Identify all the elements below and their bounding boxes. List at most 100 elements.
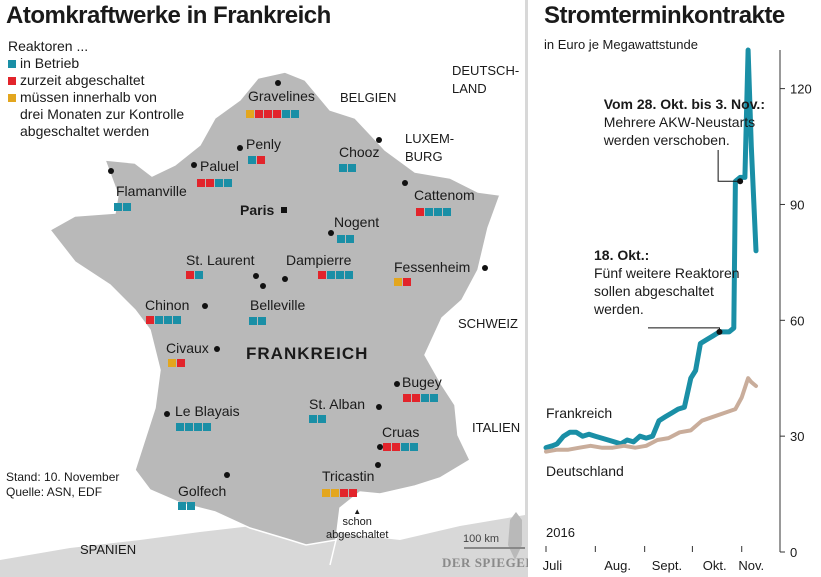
reactor-square	[255, 110, 263, 118]
reactor-square	[203, 423, 211, 431]
legend-label-to-shut-down-2: drei Monaten zur Kontrolle	[20, 106, 185, 122]
reactor-square	[248, 156, 256, 164]
reactor-squares-golfech	[178, 502, 196, 510]
legend-swatch-shut-down	[8, 77, 16, 85]
year-label: 2016	[546, 525, 575, 540]
legend-swatch-to-shut-down	[8, 94, 16, 102]
reactor-square	[155, 316, 163, 324]
legend-label-to-shut-down-3: abgeschaltet werden	[20, 123, 150, 139]
plant-marker-nogent	[328, 230, 334, 236]
tricastin-note-2: abgeschaltet	[326, 529, 389, 541]
y-tick-label: 0	[790, 545, 797, 560]
plant-label-le-blayais: Le Blayais	[175, 403, 240, 419]
plant-marker-cruas	[377, 444, 383, 450]
legend-item-to-shut-down: müssen innerhalb von drei Monaten zur Ko…	[8, 89, 184, 140]
legend-item-shut-down: zurzeit abgeschaltet	[8, 72, 184, 89]
city-label-paris: Paris	[240, 202, 275, 218]
map-title: Atomkraftwerke in Frankreich	[6, 2, 331, 29]
plant-label-fessenheim: Fessenheim	[394, 259, 471, 275]
plant-label-belleville: Belleville	[250, 297, 306, 313]
series-line-deutschland	[544, 376, 758, 454]
x-tick-label: Juli	[543, 558, 563, 573]
footnote-date: Stand: 10. November	[6, 470, 120, 484]
reactor-square	[249, 317, 257, 325]
reactor-square	[348, 164, 356, 172]
plant-label-golfech: Golfech	[178, 483, 227, 499]
plant-marker-cattenom	[402, 180, 408, 186]
neighbor-borders	[329, 69, 526, 566]
reactor-square	[114, 203, 122, 211]
reactor-square	[394, 278, 402, 286]
reactor-square	[206, 179, 214, 187]
reactor-square	[215, 179, 223, 187]
reactor-square	[187, 502, 195, 510]
annotation-nov-bold: Vom 28. Okt. bis 3. Nov.:	[603, 96, 765, 112]
country-label-deutschland-1: DEUTSCH-	[452, 63, 520, 78]
plant-label-bugey: Bugey	[402, 374, 442, 390]
plant-label-penly: Penly	[246, 136, 282, 152]
reactor-squares-chinon	[146, 316, 182, 324]
reactor-squares-le-blayais	[176, 423, 212, 431]
reactor-square	[176, 423, 184, 431]
plant-label-chinon: Chinon	[145, 297, 190, 313]
legend-item-in-operation: in Betrieb	[8, 55, 184, 72]
reactor-squares-cruas	[383, 443, 419, 451]
footnote-source: Quelle: ASN, EDF	[6, 485, 103, 499]
reactor-square	[224, 179, 232, 187]
reactor-square	[123, 203, 131, 211]
plant-marker-belleville	[260, 283, 266, 289]
chart-panel: Stromterminkontrakte in Euro je Megawatt…	[528, 0, 821, 577]
country-label-luxemburg: LUXEM- BURG	[405, 130, 454, 166]
reactor-square	[146, 316, 154, 324]
reactor-square	[336, 271, 344, 279]
reactor-square	[340, 489, 348, 497]
y-tick-label: 120	[790, 82, 812, 97]
reactor-squares-nogent	[337, 235, 355, 243]
plant-label-tricastin: Tricastin	[322, 468, 375, 484]
plant-marker-le-blayais	[164, 411, 170, 417]
reactor-squares-belleville	[249, 317, 267, 325]
brand-logo: DER SPIEGEL	[442, 555, 535, 570]
annotation-oct-bold: 18. Okt.:	[594, 247, 650, 263]
annotation-nov-line3: werden verschoben.	[603, 132, 730, 148]
legend-label-shut-down: zurzeit abgeschaltet	[20, 72, 145, 88]
tricastin-note: ▲ schon abgeschaltet	[326, 508, 388, 542]
annotation-nov: Vom 28. Okt. bis 3. Nov.: Mehrere AKW-Ne…	[604, 95, 765, 149]
annotation-oct-line3: sollen abgeschaltet	[594, 283, 714, 299]
country-label-deutschland-2: LAND	[452, 81, 487, 96]
reactor-squares-st-alban	[309, 415, 327, 423]
reactor-square	[339, 164, 347, 172]
reactor-squares-penly	[248, 156, 266, 164]
legend-swatch-in-operation	[8, 60, 16, 68]
paris-marker	[281, 207, 287, 213]
plant-label-chooz: Chooz	[339, 144, 380, 160]
plant-label-paluel: Paluel	[200, 158, 239, 174]
reactor-square	[349, 489, 357, 497]
scale-label: 100 km	[463, 533, 500, 545]
series-line-frankreich	[543, 47, 759, 451]
plant-marker-chooz	[376, 137, 382, 143]
plant-marker-dampierre	[282, 276, 288, 282]
reactor-squares-flamanville	[114, 203, 132, 211]
reactor-square	[246, 110, 254, 118]
plant-marker-penly	[237, 145, 243, 151]
plant-label-dampierre: Dampierre	[286, 252, 352, 268]
plant-label-flamanville: Flamanville	[116, 183, 187, 199]
reactor-square	[331, 489, 339, 497]
reactor-square	[434, 208, 442, 216]
plant-label-cattenom: Cattenom	[414, 187, 475, 203]
plant-marker-fessenheim	[482, 265, 488, 271]
reactor-square	[186, 271, 194, 279]
reactor-square	[164, 316, 172, 324]
reactor-squares-fessenheim	[394, 278, 412, 286]
reactor-square	[257, 156, 265, 164]
annotation-nov-dot	[737, 178, 744, 185]
legend-heading: Reaktoren ...	[8, 38, 89, 54]
y-tick-label: 90	[790, 197, 804, 212]
plant-marker-civaux	[214, 346, 220, 352]
series-label-frankreich: Frankreich	[546, 405, 612, 421]
reactor-square	[168, 359, 176, 367]
reactor-squares-bugey	[403, 394, 439, 402]
country-label-luxemburg-1: LUXEM-	[405, 131, 455, 146]
country-label-spanien: SPANIEN	[80, 542, 137, 557]
